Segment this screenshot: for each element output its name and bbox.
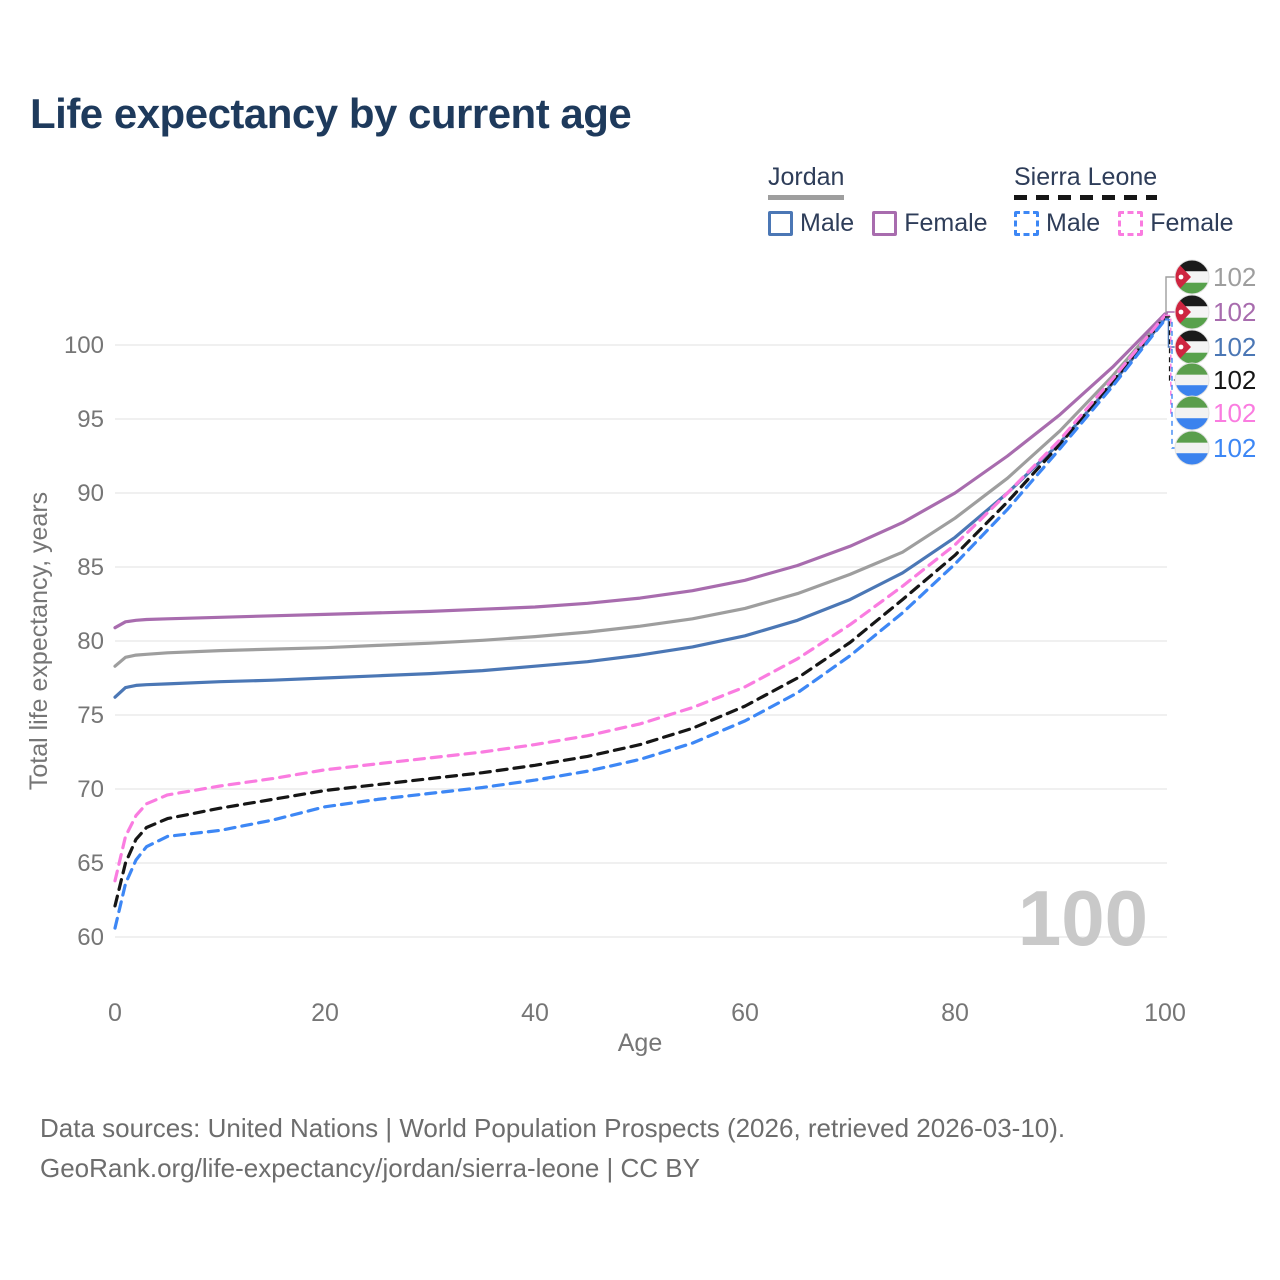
jordan-solid-line-swatch bbox=[768, 195, 845, 200]
y-axis-title: Total life expectancy, years bbox=[25, 492, 53, 790]
checkbox-icon[interactable] bbox=[872, 211, 898, 236]
legend-group-jordan: Jordan Male Female bbox=[768, 163, 988, 238]
series-line-sierra-leone-both[interactable] bbox=[113, 315, 1167, 908]
y-tick-label: 70 bbox=[77, 776, 104, 803]
end-label-leader-line bbox=[1165, 317, 1175, 348]
jordan-flag-icon bbox=[1174, 329, 1210, 365]
sierra-leone-flag-icon bbox=[1174, 395, 1210, 431]
y-tick-label: 80 bbox=[77, 628, 104, 655]
chart-legend: Jordan Male Female Sierra Leone Male bbox=[0, 163, 1280, 248]
jordan-flag-icon bbox=[1174, 259, 1210, 295]
legend-country-label: Sierra Leone bbox=[1014, 163, 1158, 191]
end-label-leader-line bbox=[1165, 319, 1175, 449]
series-line-jordan-both[interactable] bbox=[113, 313, 1167, 668]
legend-country-label: Jordan bbox=[768, 163, 845, 191]
end-value-label: 102 bbox=[1213, 297, 1256, 327]
legend-item-label: Male bbox=[1046, 209, 1101, 237]
series-line-jordan-female[interactable] bbox=[113, 312, 1167, 630]
checkbox-icon[interactable] bbox=[1014, 211, 1039, 236]
y-tick-label: 90 bbox=[77, 480, 104, 507]
sierra-leone-dashed-line-swatch bbox=[1014, 195, 1158, 200]
series-line-sierra-leone-male[interactable] bbox=[113, 318, 1167, 930]
end-label-leader-line bbox=[1165, 314, 1175, 414]
legend-group-sierra-leone: Sierra Leone Male Female bbox=[1014, 163, 1234, 238]
legend-item-jordan-female[interactable]: Female bbox=[872, 209, 988, 238]
end-label-leader-line bbox=[1165, 316, 1175, 381]
end-value-label: 102 bbox=[1213, 262, 1256, 292]
series-line-jordan-male[interactable] bbox=[113, 316, 1167, 699]
checkbox-icon[interactable] bbox=[768, 211, 793, 236]
x-tick-label: 40 bbox=[521, 999, 549, 1027]
end-value-label: 102 bbox=[1213, 332, 1256, 362]
x-tick-label: 0 bbox=[108, 999, 122, 1027]
legend-item-label: Female bbox=[1150, 209, 1234, 237]
sierra-leone-flag-icon bbox=[1174, 430, 1210, 466]
legend-item-jordan-male[interactable]: Male bbox=[768, 209, 854, 238]
sierra-leone-flag-icon bbox=[1174, 362, 1210, 398]
x-tick-label: 60 bbox=[731, 999, 759, 1027]
jordan-flag-icon bbox=[1174, 294, 1210, 330]
y-tick-label: 75 bbox=[77, 702, 104, 729]
y-tick-label: 100 bbox=[64, 332, 104, 359]
page-title: Life expectancy by current age bbox=[30, 90, 632, 137]
legend-country-jordan[interactable]: Jordan bbox=[768, 163, 845, 200]
end-value-label: 102 bbox=[1213, 398, 1256, 428]
end-value-label: 102 bbox=[1213, 433, 1256, 463]
hovered-age-watermark: 100 bbox=[1018, 874, 1148, 962]
attribution-footer: Data sources: United Nations | World Pop… bbox=[40, 1108, 1065, 1188]
legend-item-label: Male bbox=[800, 209, 855, 237]
end-label-leader-line bbox=[1165, 276, 1175, 317]
legend-country-sierra-leone[interactable]: Sierra Leone bbox=[1014, 163, 1158, 200]
x-tick-label: 20 bbox=[311, 999, 339, 1027]
source-url-line: GeoRank.org/life-expectancy/jordan/sierr… bbox=[40, 1153, 700, 1183]
checkbox-icon[interactable] bbox=[1118, 211, 1144, 236]
y-tick-label: 95 bbox=[77, 406, 104, 433]
legend-item-sierra-leone-male[interactable]: Male bbox=[1014, 209, 1100, 238]
x-tick-label: 80 bbox=[941, 999, 969, 1027]
legend-item-sierra-leone-female[interactable]: Female bbox=[1118, 209, 1234, 238]
y-tick-label: 65 bbox=[77, 850, 104, 877]
end-label-leader-line bbox=[1165, 311, 1175, 315]
x-tick-label: 100 bbox=[1144, 999, 1186, 1027]
series-line-sierra-leone-female[interactable] bbox=[113, 313, 1167, 883]
data-sources-line: Data sources: United Nations | World Pop… bbox=[40, 1113, 1066, 1143]
end-value-label: 102 bbox=[1213, 365, 1256, 395]
legend-item-label: Female bbox=[904, 209, 988, 237]
y-tick-label: 85 bbox=[77, 554, 104, 581]
x-axis-title: Age bbox=[618, 1029, 662, 1057]
y-tick-label: 60 bbox=[77, 924, 104, 951]
